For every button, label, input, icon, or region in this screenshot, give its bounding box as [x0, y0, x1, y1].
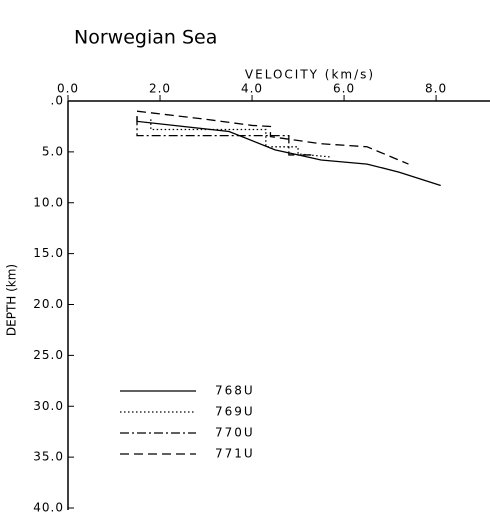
legend-label: 771U	[215, 447, 255, 461]
y-tick-label: .0	[51, 94, 64, 108]
y-axis-label: DEPTH (km)	[5, 264, 19, 336]
y-tick-label: 35.0	[33, 450, 64, 464]
series-line	[136, 110, 409, 165]
x-tick-label: 4.0	[241, 82, 263, 96]
legend-label: 769U	[215, 405, 255, 419]
series-line	[150, 119, 331, 158]
legend-label: 770U	[215, 426, 255, 440]
series-line	[136, 116, 441, 187]
series-line	[136, 116, 312, 156]
x-tick-label: 0.0	[57, 82, 79, 96]
x-tick-label: 2.0	[149, 82, 171, 96]
y-tick-label: 40.0	[33, 501, 64, 512]
y-tick-label: 5.0	[42, 144, 64, 158]
x-tick-label: 6.0	[333, 82, 355, 96]
y-tick-label: 15.0	[33, 246, 64, 260]
legend-label: 768U	[215, 384, 255, 398]
y-tick-label: 20.0	[33, 297, 64, 311]
y-tick-label: 10.0	[33, 195, 64, 209]
x-axis-label: VELOCITY (km/s)	[245, 68, 375, 82]
chart-title: Norwegian Sea	[74, 27, 217, 49]
x-tick-label: 8.0	[425, 82, 447, 96]
y-tick-label: 25.0	[33, 348, 64, 362]
y-tick-label: 30.0	[33, 399, 64, 413]
